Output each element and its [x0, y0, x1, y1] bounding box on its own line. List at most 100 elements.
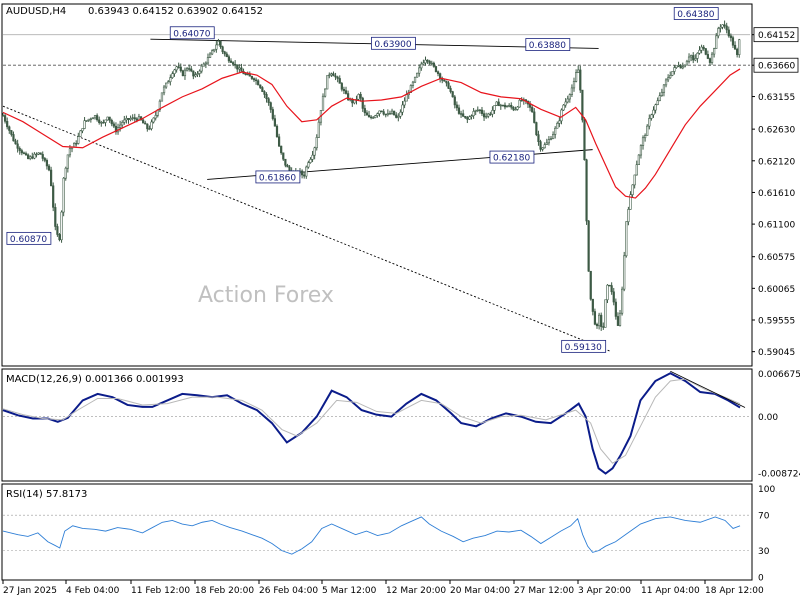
candle-body	[263, 91, 266, 95]
candle-body	[736, 48, 739, 55]
candle-body	[332, 73, 335, 77]
candle-body	[384, 113, 387, 116]
candle-body	[277, 136, 281, 147]
candle-body	[378, 110, 381, 115]
candle-body	[344, 90, 348, 94]
candle-body	[98, 119, 101, 123]
time-axis-label: 3 Apr 20:00	[578, 586, 631, 596]
candle-body	[543, 144, 546, 149]
candle-body	[549, 138, 553, 140]
candle-body	[236, 64, 239, 70]
candle-body	[309, 159, 312, 163]
candle-body	[41, 154, 44, 159]
price-axis-label: 0.61100	[758, 221, 795, 231]
candle-body	[510, 104, 513, 108]
candle-body	[719, 26, 722, 29]
candle-body	[505, 105, 509, 108]
candle-body	[457, 107, 461, 114]
candle-body	[451, 91, 454, 98]
candle-body	[474, 110, 477, 112]
candle-body	[229, 60, 233, 63]
candle-body	[169, 77, 172, 83]
candle-body	[167, 81, 170, 84]
candle-body	[39, 152, 42, 155]
candle-body	[629, 194, 632, 210]
candle-body	[79, 130, 82, 137]
candle-body	[702, 46, 705, 49]
candle-body	[459, 113, 463, 115]
candle-body	[443, 80, 446, 82]
candle-body	[606, 284, 609, 301]
candle-body	[66, 154, 69, 169]
candle-body	[365, 112, 369, 116]
candle-body	[6, 121, 9, 128]
candle-body	[208, 53, 212, 58]
candle-body	[694, 58, 697, 61]
candle-body	[89, 118, 92, 120]
candle-body	[192, 70, 195, 77]
candle-body	[188, 68, 191, 70]
candle-body	[177, 66, 180, 68]
candle-body	[129, 118, 132, 120]
candle-body	[367, 114, 371, 118]
candle-body	[382, 111, 385, 115]
candle-body	[413, 76, 417, 83]
candle-body	[175, 66, 178, 71]
candle-body	[698, 49, 701, 54]
rsi-axis-label: 70	[758, 512, 770, 522]
candle-body	[22, 152, 26, 154]
candle-body	[56, 226, 59, 235]
candle-body	[338, 78, 341, 84]
price-axis-label: 0.63660	[758, 62, 795, 72]
candle-body	[403, 100, 406, 106]
candle-body	[434, 66, 438, 72]
candle-body	[300, 170, 304, 176]
candle-body	[518, 99, 521, 108]
macd-axis: 0.006675 0.00 -0.008724	[758, 370, 800, 480]
candle-body	[664, 79, 668, 86]
candle-body	[37, 152, 40, 155]
candle-body	[727, 29, 730, 37]
candle-body	[43, 158, 46, 161]
candle-body	[572, 81, 576, 89]
candle-body	[204, 62, 207, 65]
price-annotation-box	[371, 36, 416, 50]
candle-body	[587, 220, 590, 272]
candle-body	[225, 53, 228, 58]
candle-body	[77, 136, 80, 144]
candle-body	[547, 139, 551, 144]
candle-body	[447, 82, 450, 89]
candles	[1, 20, 741, 331]
candle-body	[508, 104, 511, 107]
candle-body	[426, 59, 429, 62]
candle-body	[399, 111, 402, 117]
candle-body	[439, 73, 442, 79]
candle-body	[29, 156, 32, 159]
candle-body	[397, 115, 400, 118]
price-annotation-label: 0.64380	[677, 10, 714, 20]
candle-body	[64, 167, 67, 179]
macd-pane-frame	[1, 368, 753, 482]
macd-main-line	[2, 372, 741, 475]
candle-body	[33, 153, 36, 159]
candle-body	[721, 24, 724, 28]
candle-body	[512, 106, 515, 110]
candle-body	[535, 122, 538, 135]
candle-body	[246, 73, 249, 76]
candle-body	[376, 113, 379, 116]
candle-body	[386, 113, 389, 116]
macd-axis-label: -0.008724	[758, 470, 800, 480]
price-annotation-box	[673, 7, 719, 20]
candle-body	[558, 120, 561, 124]
candle-body	[579, 69, 582, 91]
candle-body	[238, 67, 241, 70]
candle-body	[554, 127, 557, 135]
candle-body	[8, 126, 11, 131]
rsi-axis-label: 100	[758, 485, 775, 495]
time-axis-label: 12 Mar 20:00	[386, 586, 446, 596]
candle-body	[47, 165, 51, 171]
candle-body	[250, 75, 254, 79]
candle-body	[24, 153, 28, 156]
candle-body	[466, 117, 469, 120]
candle-body	[326, 75, 329, 90]
